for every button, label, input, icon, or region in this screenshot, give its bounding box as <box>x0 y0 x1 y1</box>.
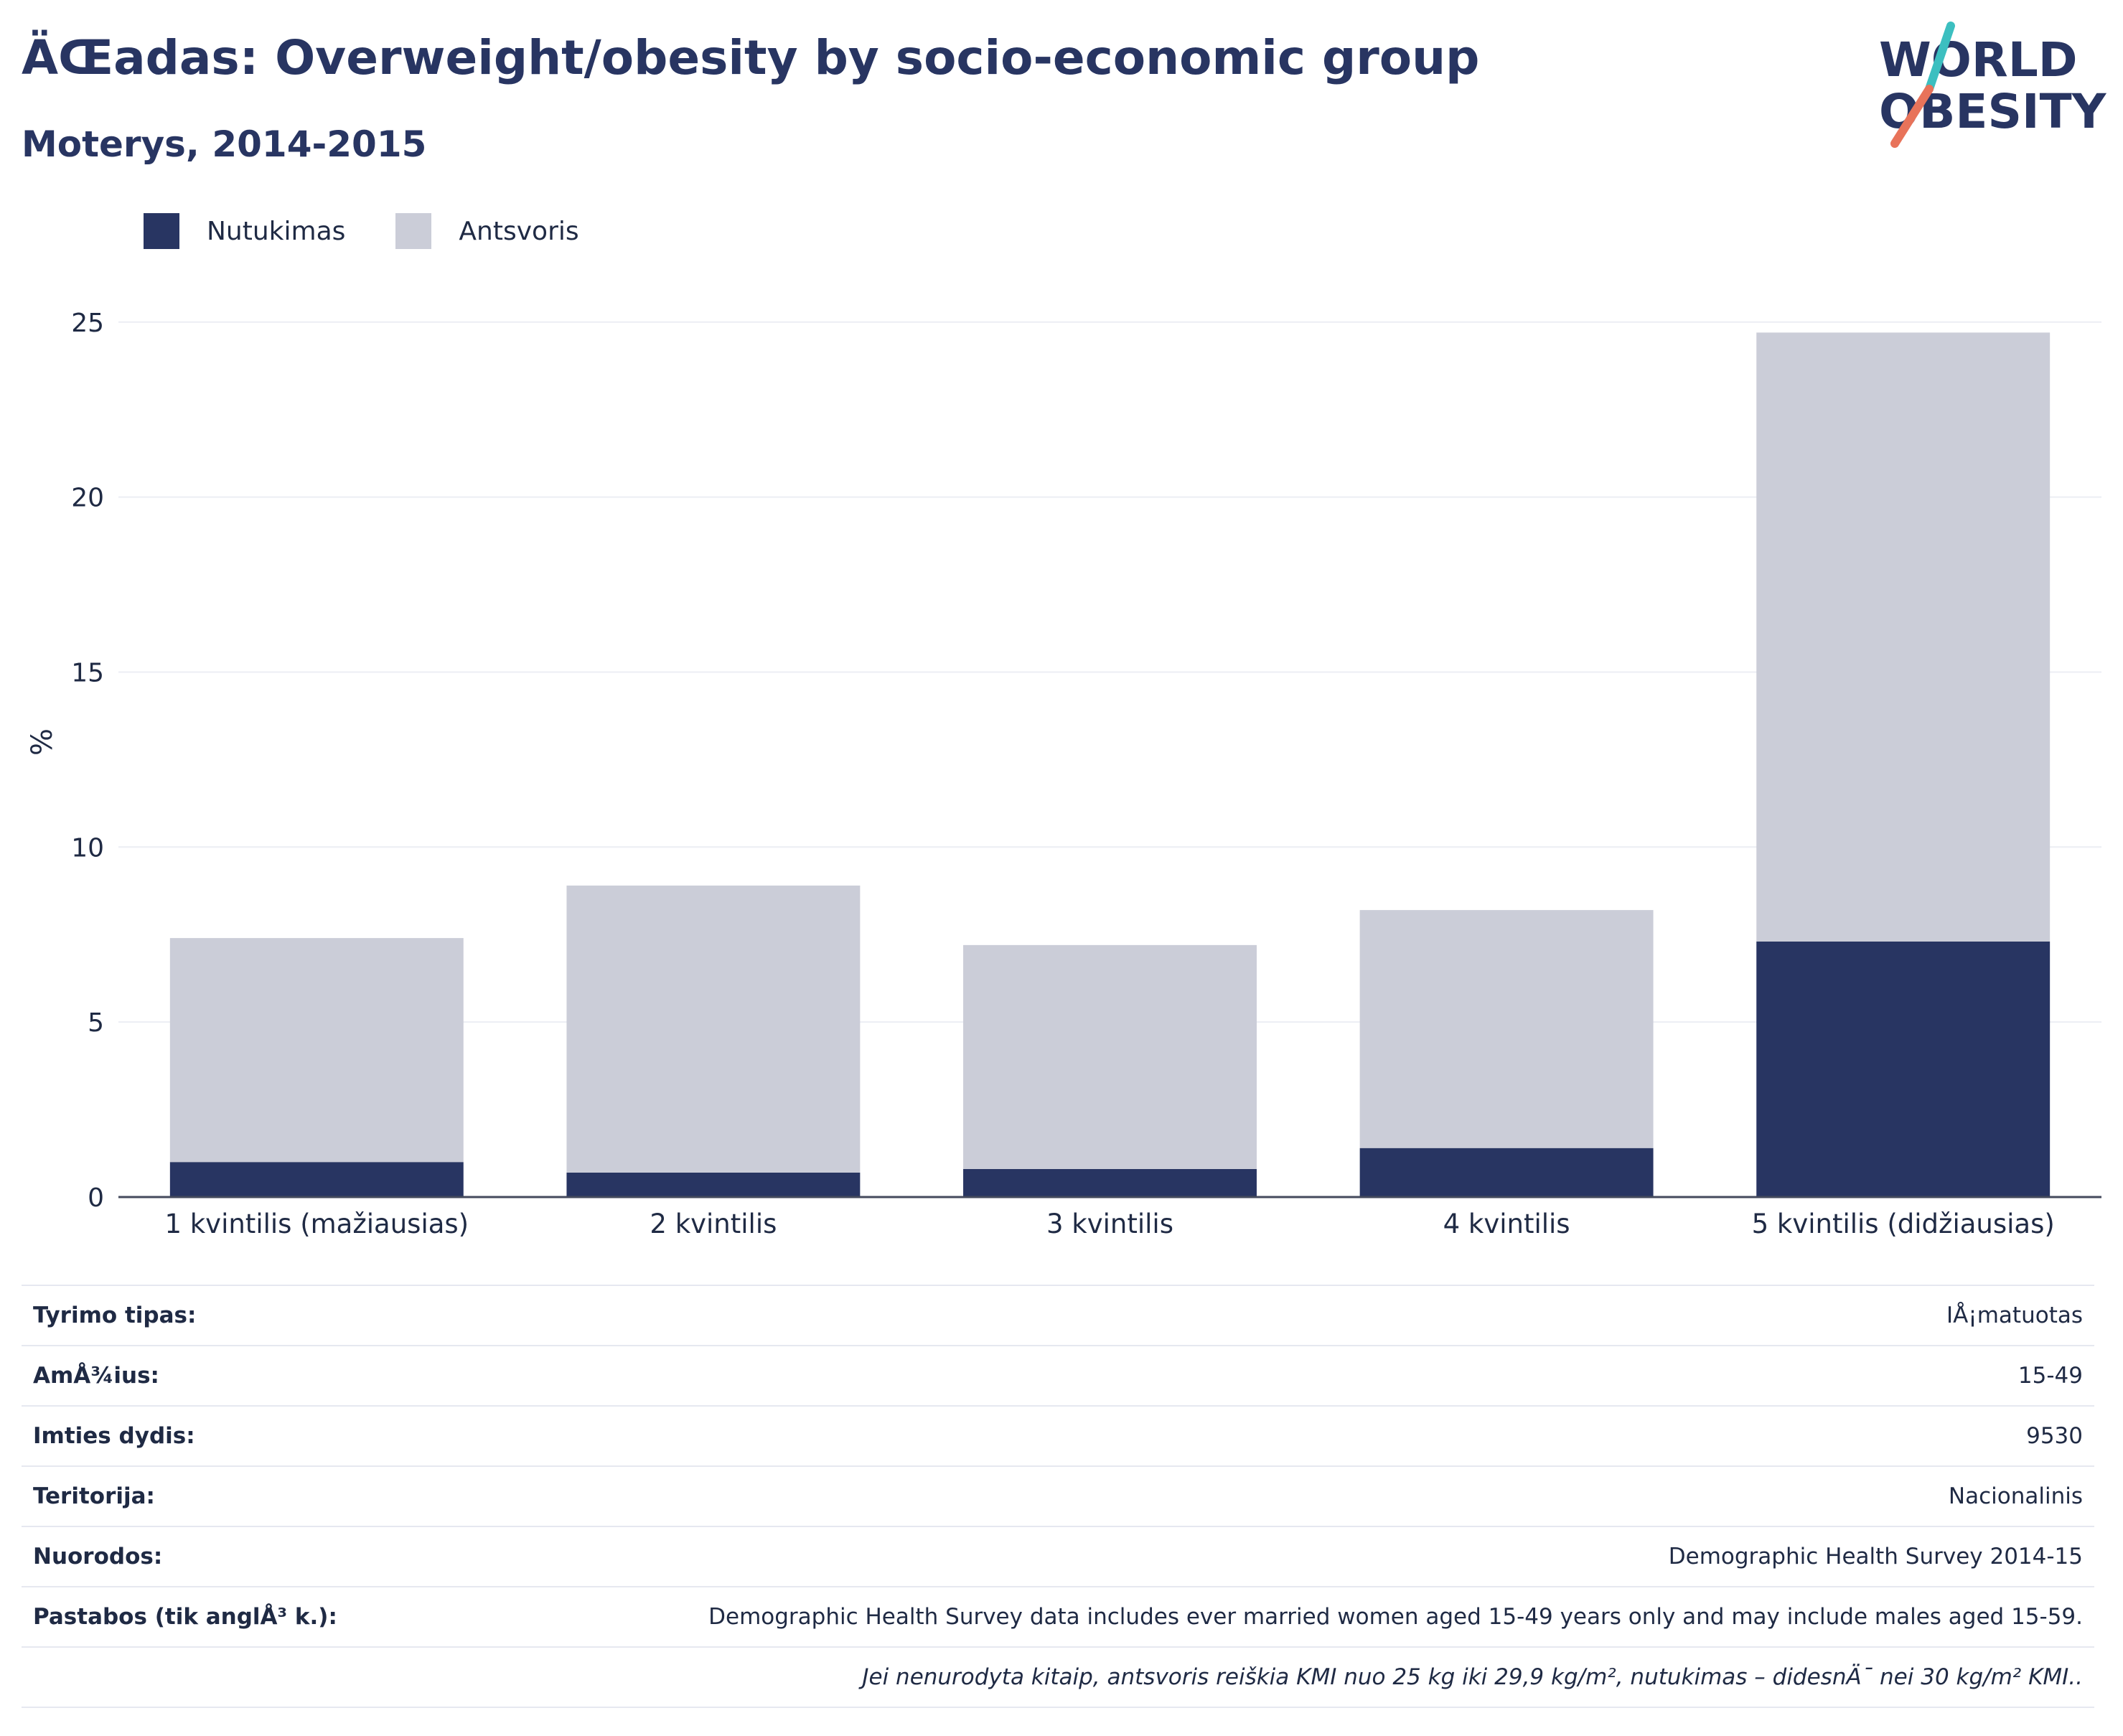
meta-row-survey-type: Tyrimo tipas: IÅ¡matuotas <box>22 1285 2094 1345</box>
meta-row-notes: Pastabos (tik anglÅ³ k.): Demographic He… <box>22 1586 2094 1646</box>
bar-overweight <box>566 885 861 1173</box>
x-tick-label: 1 kvintilis (mažiausias) <box>164 1209 469 1239</box>
meta-value: Demographic Health Survey 2014-15 <box>1668 1544 2083 1570</box>
chart-title: ÄŒadas: Overweight/obesity by socio-econ… <box>22 30 1480 85</box>
logo-teal-slash <box>1925 22 1955 93</box>
logo-line-1: WORLD <box>1879 32 2078 88</box>
meta-value: Nacionalinis <box>1948 1483 2083 1509</box>
y-tick-label: 20 <box>71 484 104 513</box>
x-tick-label: 2 kvintilis <box>650 1209 777 1239</box>
meta-label: Teritorija: <box>33 1483 155 1509</box>
bar-overweight <box>963 944 1257 1169</box>
legend-item-obesity[interactable]: Nutukimas <box>144 213 345 249</box>
meta-value: IÅ¡matuotas <box>1946 1303 2083 1328</box>
y-tick-label: 10 <box>71 833 104 863</box>
bar-obesity <box>169 1162 464 1197</box>
legend-label-obesity: Nutukimas <box>207 216 346 246</box>
y-axis-label: % <box>26 728 59 756</box>
bar-overweight <box>1756 332 2051 942</box>
meta-value: Demographic Health Survey data includes … <box>708 1604 2083 1630</box>
survey-metadata-table: Tyrimo tipas: IÅ¡matuotas AmÅ¾ius: 15-49… <box>22 1285 2094 1708</box>
chart-legend: Nutukimas Antsvoris <box>144 212 629 250</box>
meta-label: AmÅ¾ius: <box>33 1363 159 1389</box>
x-tick-label: 3 kvintilis <box>1046 1209 1173 1239</box>
legend-label-overweight: Antsvoris <box>459 216 579 246</box>
meta-label: Tyrimo tipas: <box>33 1303 197 1328</box>
bar-overweight <box>1359 910 1654 1148</box>
y-tick-label: 5 <box>88 1008 104 1038</box>
meta-value: 9530 <box>2026 1423 2083 1449</box>
stacked-bar-chart: 0 5 10 15 20 25% 1 kvintilis (mažiausias) 2 kvi… <box>26 309 2101 1239</box>
bar-obesity <box>1359 1148 1654 1197</box>
y-tick-label: 0 <box>88 1183 104 1213</box>
meta-row-territory: Teritorija: Nacionalinis <box>22 1465 2094 1526</box>
x-tick-label: 4 kvintilis <box>1443 1209 1570 1239</box>
y-tick-label: 25 <box>71 309 104 338</box>
bar-obesity <box>1756 941 2051 1197</box>
meta-row-references: Nuorodos: Demographic Health Survey 2014… <box>22 1526 2094 1586</box>
world-obesity-logo: WORLD OBESITY <box>1879 22 2107 148</box>
meta-row-sample-size: Imties dydis: 9530 <box>22 1405 2094 1465</box>
y-tick-label: 15 <box>71 658 104 688</box>
legend-swatch-obesity <box>144 213 179 249</box>
bar-obesity <box>963 1168 1257 1197</box>
legend-swatch-overweight <box>395 213 432 249</box>
chart-subtitle: Moterys, 2014-2015 <box>22 123 427 165</box>
x-tick-label: 5 kvintilis (didžiausias) <box>1752 1209 2055 1239</box>
meta-value: 15-49 <box>2017 1363 2083 1389</box>
meta-label: Nuorodos: <box>33 1544 163 1570</box>
meta-label: Pastabos (tik anglÅ³ k.): <box>33 1604 337 1630</box>
bar-obesity <box>566 1172 861 1197</box>
meta-row-age: AmÅ¾ius: 15-49 <box>22 1345 2094 1405</box>
meta-row-footnote: Jei nenurodyta kitaip, antsvoris reiškia… <box>22 1646 2094 1708</box>
bar-overweight <box>169 938 464 1163</box>
footnote: Jei nenurodyta kitaip, antsvoris reiškia… <box>862 1664 2083 1690</box>
legend-item-overweight[interactable]: Antsvoris <box>395 213 579 249</box>
logo-coral-slash <box>1890 85 1934 148</box>
meta-label: Imties dydis: <box>33 1423 195 1449</box>
